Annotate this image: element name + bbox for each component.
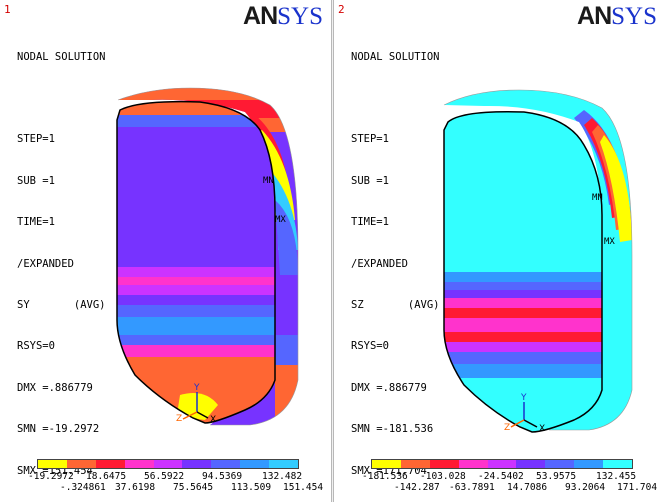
axis-triad: Y X Z xyxy=(176,383,216,425)
legend-bottom-label-2: -63.7891 xyxy=(449,482,495,493)
legend-swatch-5 xyxy=(487,460,517,468)
legend-swatch-9 xyxy=(269,460,299,468)
window-number: 1 xyxy=(4,3,11,16)
logo-part-an: AN xyxy=(243,2,278,30)
logo-part-an: AN xyxy=(577,2,612,30)
info-rsys: RSYS=0 xyxy=(351,340,389,353)
legend-swatch-2 xyxy=(66,460,96,468)
legend-top-label-3: -24.5402 xyxy=(478,471,524,482)
info-expanded: /EXPANDED xyxy=(17,257,74,270)
info-time: TIME=1 xyxy=(351,216,389,229)
info-expanded: /EXPANDED xyxy=(351,257,408,270)
legend-top-label-5: 132.455 xyxy=(596,471,637,482)
contour-legend xyxy=(371,459,633,469)
legend-swatch-7 xyxy=(211,460,241,468)
legend-bottom-label-3: 75.5645 xyxy=(173,482,214,493)
window-number: 2 xyxy=(338,3,345,16)
legend-bottom-label-1: -142.287 xyxy=(394,482,440,493)
info-title: NODAL SOLUTION xyxy=(351,50,440,63)
legend-bottom-label-5: 171.704 xyxy=(617,482,658,493)
max-marker-label: MX xyxy=(604,237,615,247)
info-title: NODAL SOLUTION xyxy=(17,50,106,63)
triad-z: Z xyxy=(176,414,182,424)
legend-top-label-4: 94.5369 xyxy=(202,471,243,482)
legend-top-label-1: -19.2972 xyxy=(28,471,74,482)
info-step: STEP=1 xyxy=(351,133,389,146)
ansys-logo: ANSYS xyxy=(243,2,323,30)
legend-swatch-3 xyxy=(429,460,459,468)
legend-swatch-4 xyxy=(124,460,154,468)
info-smn: SMN =-19.2972 xyxy=(17,423,100,436)
legend-top-label-4: 53.9575 xyxy=(536,471,577,482)
legend-swatch-8 xyxy=(240,460,270,468)
contour-model-sy[interactable]: MN MX Y X Z xyxy=(0,0,331,502)
legend-swatch-1 xyxy=(38,460,67,468)
legend-swatch-9 xyxy=(603,460,633,468)
info-sub: SUB =1 xyxy=(351,174,389,187)
info-dmx: DMX =.886779 xyxy=(17,381,93,394)
solution-info: NODAL SOLUTION STEP=1 SUB =1 TIME=1 /EXP… xyxy=(17,23,106,502)
legend-swatch-5 xyxy=(153,460,183,468)
contour-model-sz[interactable]: MN MX Y X Z xyxy=(334,0,665,502)
legend-swatch-6 xyxy=(182,460,212,468)
legend-bottom-label-5: 151.454 xyxy=(283,482,324,493)
legend-swatch-1 xyxy=(372,460,401,468)
legend-top-label-2: 18.6475 xyxy=(86,471,127,482)
ansys-logo: ANSYS xyxy=(577,2,657,30)
legend-swatch-4 xyxy=(458,460,488,468)
legend-swatch-8 xyxy=(574,460,604,468)
legend-swatch-3 xyxy=(95,460,125,468)
info-smn: SMN =-181.536 xyxy=(351,423,434,436)
legend-swatch-2 xyxy=(400,460,430,468)
logo-part-sys: SYS xyxy=(277,3,323,30)
legend-bottom-label-2: 37.6198 xyxy=(115,482,156,493)
triad-x: X xyxy=(539,424,545,434)
max-marker-label: MX xyxy=(275,215,286,225)
info-component: SZ (AVG) xyxy=(351,298,440,311)
min-marker-label: MN xyxy=(263,176,274,186)
window-divider xyxy=(331,0,334,502)
axis-triad: Y X Z xyxy=(504,393,545,434)
legend-bottom-label-4: 113.509 xyxy=(231,482,272,493)
min-marker-label: MN xyxy=(592,193,603,203)
triad-y: Y xyxy=(520,393,527,403)
legend-top-label-2: -103.028 xyxy=(420,471,466,482)
info-component: SY (AVG) xyxy=(17,298,106,311)
legend-swatch-7 xyxy=(545,460,575,468)
contour-legend xyxy=(37,459,299,469)
info-time: TIME=1 xyxy=(17,216,55,229)
legend-bottom-label-4: 93.2064 xyxy=(565,482,606,493)
legend-top-label-5: 132.482 xyxy=(262,471,303,482)
legend-bottom-label-3: 14.7086 xyxy=(507,482,548,493)
info-sub: SUB =1 xyxy=(17,174,55,187)
logo-part-sys: SYS xyxy=(611,3,657,30)
legend-bottom-label-1: -.324861 xyxy=(60,482,106,493)
legend-top-label-3: 56.5922 xyxy=(144,471,185,482)
legend-swatch-6 xyxy=(516,460,546,468)
graphics-window-2[interactable]: 2 ANSYS NODAL SOLUTION STEP=1 SUB =1 TIM… xyxy=(334,0,665,502)
legend-top-label-1: -181.536 xyxy=(362,471,408,482)
info-step: STEP=1 xyxy=(17,133,55,146)
solution-info: NODAL SOLUTION STEP=1 SUB =1 TIME=1 /EXP… xyxy=(351,23,440,502)
triad-y: Y xyxy=(193,383,200,393)
info-rsys: RSYS=0 xyxy=(17,340,55,353)
info-dmx: DMX =.886779 xyxy=(351,381,427,394)
triad-z: Z xyxy=(504,423,510,433)
triad-x: X xyxy=(210,415,216,425)
graphics-window-1[interactable]: 1 ANSYS NODAL SOLUTION STEP=1 SUB =1 TIM… xyxy=(0,0,331,502)
